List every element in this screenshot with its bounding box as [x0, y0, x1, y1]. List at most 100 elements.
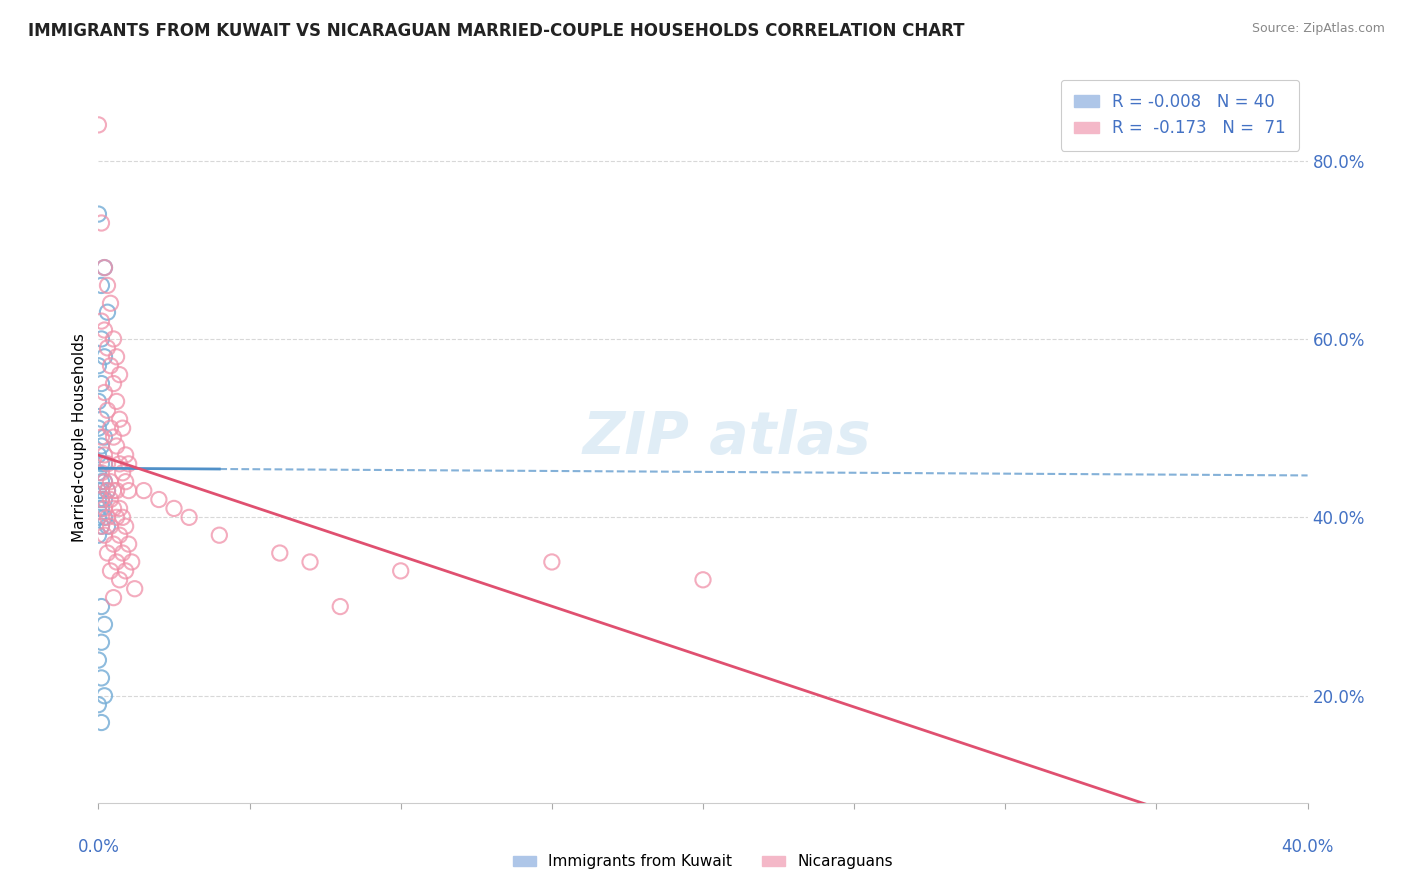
Point — [389, 564, 412, 578]
Point — [90, 314, 112, 328]
Point — [90, 332, 112, 346]
Point — [93, 323, 115, 337]
Point — [148, 492, 170, 507]
Point — [103, 591, 125, 605]
Point — [93, 448, 115, 462]
Point — [93, 260, 115, 275]
Point — [132, 483, 155, 498]
Point — [87, 118, 110, 132]
Point — [90, 430, 112, 444]
Point — [299, 555, 322, 569]
Point — [93, 385, 115, 400]
Point — [208, 528, 231, 542]
Point — [90, 412, 112, 426]
Point — [108, 573, 131, 587]
Point — [118, 537, 141, 551]
Point — [90, 457, 112, 471]
Point — [179, 510, 201, 524]
Point — [692, 573, 714, 587]
Point — [93, 492, 115, 507]
Point — [90, 501, 112, 516]
Point — [103, 483, 125, 498]
Point — [96, 519, 118, 533]
Point — [103, 501, 125, 516]
Point — [100, 519, 122, 533]
Point — [100, 421, 122, 435]
Point — [100, 475, 122, 489]
Point — [114, 519, 136, 533]
Point — [96, 305, 118, 319]
Point — [105, 555, 128, 569]
Point — [96, 403, 118, 417]
Point — [118, 483, 141, 498]
Point — [87, 528, 110, 542]
Point — [87, 483, 110, 498]
Point — [111, 466, 134, 480]
Point — [108, 501, 131, 516]
Point — [93, 260, 115, 275]
Point — [103, 332, 125, 346]
Point — [93, 501, 115, 516]
Point — [87, 653, 110, 667]
Point — [105, 483, 128, 498]
Point — [87, 492, 110, 507]
Legend: R = -0.008   N = 40, R =  -0.173   N =  71: R = -0.008 N = 40, R = -0.173 N = 71 — [1060, 79, 1299, 151]
Point — [90, 519, 112, 533]
Point — [100, 564, 122, 578]
Point — [93, 510, 115, 524]
Text: Source: ZipAtlas.com: Source: ZipAtlas.com — [1251, 22, 1385, 36]
Point — [96, 483, 118, 498]
Point — [90, 483, 112, 498]
Point — [87, 510, 110, 524]
Point — [87, 698, 110, 712]
Point — [111, 421, 134, 435]
Point — [111, 546, 134, 560]
Point — [93, 350, 115, 364]
Point — [90, 439, 112, 453]
Text: 40.0%: 40.0% — [1281, 838, 1334, 856]
Point — [93, 430, 115, 444]
Point — [108, 528, 131, 542]
Point — [90, 492, 112, 507]
Point — [121, 555, 143, 569]
Point — [114, 564, 136, 578]
Point — [90, 376, 112, 391]
Point — [87, 394, 110, 409]
Point — [87, 359, 110, 373]
Text: IMMIGRANTS FROM KUWAIT VS NICARAGUAN MARRIED-COUPLE HOUSEHOLDS CORRELATION CHART: IMMIGRANTS FROM KUWAIT VS NICARAGUAN MAR… — [28, 22, 965, 40]
Point — [105, 439, 128, 453]
Point — [93, 528, 115, 542]
Point — [87, 466, 110, 480]
Legend: Immigrants from Kuwait, Nicaraguans: Immigrants from Kuwait, Nicaraguans — [506, 848, 900, 875]
Point — [90, 599, 112, 614]
Point — [100, 492, 122, 507]
Point — [96, 457, 118, 471]
Point — [87, 501, 110, 516]
Point — [100, 296, 122, 310]
Point — [90, 519, 112, 533]
Text: ZIP atlas: ZIP atlas — [583, 409, 872, 466]
Point — [269, 546, 291, 560]
Point — [111, 510, 134, 524]
Point — [114, 475, 136, 489]
Point — [105, 394, 128, 409]
Point — [90, 715, 112, 730]
Point — [87, 448, 110, 462]
Point — [100, 359, 122, 373]
Point — [124, 582, 146, 596]
Point — [93, 617, 115, 632]
Point — [87, 207, 110, 221]
Point — [96, 341, 118, 355]
Point — [93, 689, 115, 703]
Point — [90, 475, 112, 489]
Point — [103, 376, 125, 391]
Point — [114, 448, 136, 462]
Point — [87, 421, 110, 435]
Point — [108, 412, 131, 426]
Point — [90, 635, 112, 649]
Point — [93, 475, 115, 489]
Point — [90, 492, 112, 507]
Point — [90, 466, 112, 480]
Point — [103, 430, 125, 444]
Point — [105, 510, 128, 524]
